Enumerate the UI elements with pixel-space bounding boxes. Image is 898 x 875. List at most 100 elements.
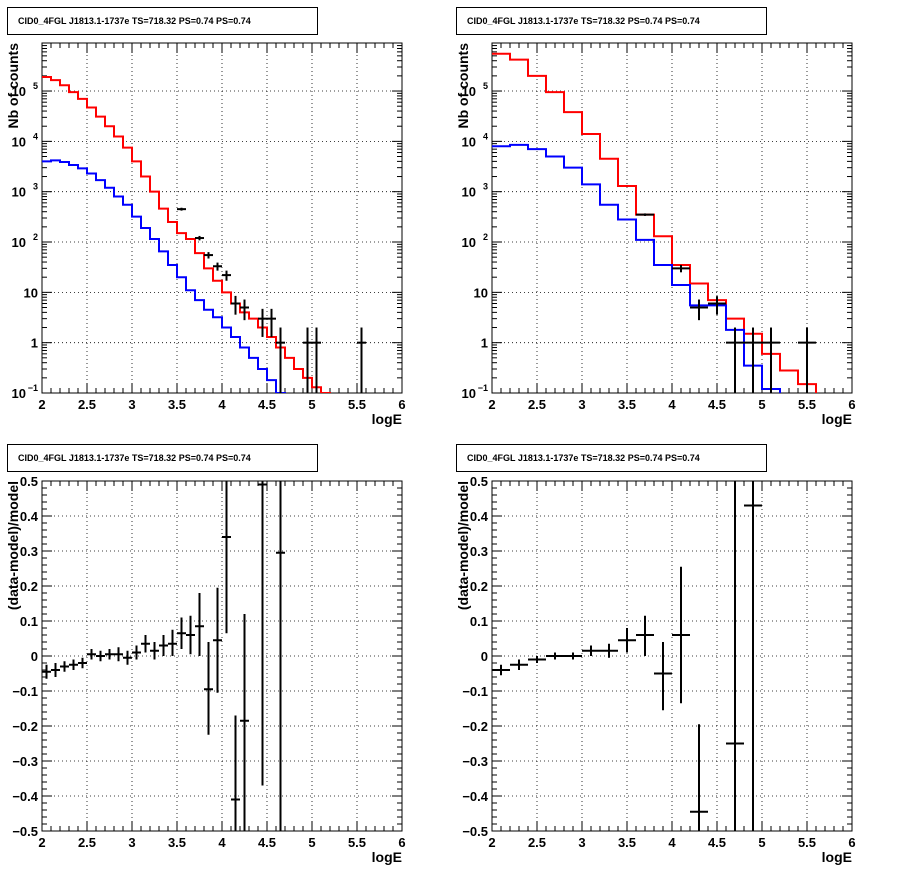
data-point bbox=[96, 650, 105, 662]
series-step-line-2 bbox=[492, 143, 781, 393]
series-step-line-1 bbox=[492, 52, 817, 393]
y-tick-label: 0.3 bbox=[20, 544, 38, 559]
x-tick-label: 4 bbox=[218, 835, 226, 850]
x-tick-label: 6 bbox=[398, 835, 405, 850]
x-axis-label: logE bbox=[372, 849, 402, 865]
grid-lines bbox=[492, 43, 852, 393]
x-tick-label: 4 bbox=[668, 835, 676, 850]
grid-lines bbox=[42, 43, 402, 393]
x-tick-label: 3.5 bbox=[168, 835, 186, 850]
y-tick-label: −0.4 bbox=[462, 789, 488, 804]
y-tick-label: 0 bbox=[31, 649, 38, 664]
data-layer bbox=[492, 481, 762, 831]
data-layer bbox=[42, 481, 285, 831]
data-point bbox=[222, 270, 231, 281]
data-point bbox=[654, 642, 672, 711]
x-tick-label: 5 bbox=[308, 835, 315, 850]
data-point bbox=[105, 649, 114, 660]
x-tick-label: 2.5 bbox=[78, 397, 96, 412]
data-point bbox=[222, 481, 231, 634]
data-point bbox=[690, 724, 708, 831]
data-point bbox=[492, 664, 510, 676]
data-point bbox=[744, 481, 762, 831]
data-point bbox=[42, 664, 51, 679]
y-tick-exponent: 2 bbox=[33, 232, 38, 242]
x-tick-label: 6 bbox=[848, 397, 855, 412]
data-point bbox=[528, 656, 546, 663]
data-point bbox=[690, 299, 708, 321]
y-tick-label: −0.5 bbox=[12, 824, 38, 839]
y-tick-label: 10 bbox=[12, 185, 26, 200]
y-tick-label: 10 bbox=[12, 84, 26, 99]
y-tick-exponent: 4 bbox=[483, 131, 488, 141]
chart-panel-2: CID0_4FGL J1813.1-1737e TS=718.32 PS=0.7… bbox=[455, 7, 856, 427]
data-point bbox=[51, 663, 60, 677]
data-point bbox=[231, 295, 240, 315]
x-tick-label: 3 bbox=[128, 397, 135, 412]
y-tick-label: −0.3 bbox=[12, 754, 38, 769]
data-point bbox=[726, 481, 744, 831]
data-point bbox=[204, 642, 213, 735]
x-tick-label: 4.5 bbox=[708, 835, 726, 850]
data-point bbox=[357, 327, 366, 393]
x-tick-label: 3 bbox=[128, 835, 135, 850]
y-axis-label: Nb of counts bbox=[5, 43, 21, 129]
x-tick-label: 3 bbox=[578, 835, 585, 850]
data-point bbox=[195, 235, 204, 241]
data-point bbox=[204, 252, 213, 259]
y-tick-label: 0.2 bbox=[470, 579, 488, 594]
data-point bbox=[303, 327, 312, 393]
chart-panel-1: CID0_4FGL J1813.1-1737e TS=718.32 PS=0.7… bbox=[5, 7, 406, 427]
x-tick-label: 4.5 bbox=[258, 835, 276, 850]
x-tick-label: 2.5 bbox=[78, 835, 96, 850]
y-tick-label: 10 bbox=[474, 285, 488, 300]
data-point bbox=[672, 264, 690, 273]
x-tick-label: 6 bbox=[848, 835, 855, 850]
chart-title: CID0_4FGL J1813.1-1737e TS=718.32 PS=0.7… bbox=[467, 16, 700, 26]
y-tick-label: 0.1 bbox=[470, 614, 488, 629]
x-axis-label: logE bbox=[372, 411, 402, 427]
x-tick-label: 3.5 bbox=[168, 397, 186, 412]
y-tick-label: 10 bbox=[462, 185, 476, 200]
title-box bbox=[7, 444, 318, 472]
data-point bbox=[150, 642, 159, 660]
series-step-line-2 bbox=[42, 159, 286, 393]
y-tick-label: −0.5 bbox=[462, 824, 488, 839]
data-point bbox=[312, 327, 321, 393]
data-point bbox=[762, 327, 780, 393]
y-tick-exponent: 3 bbox=[33, 182, 38, 192]
y-tick-label: 0.5 bbox=[470, 474, 488, 489]
data-point bbox=[276, 481, 285, 831]
title-box bbox=[7, 7, 318, 35]
grid-lines bbox=[42, 481, 402, 831]
y-axis-label: (data-model)/model bbox=[455, 481, 471, 610]
y-tick-label: 10 bbox=[12, 235, 26, 250]
x-tick-label: 3 bbox=[578, 397, 585, 412]
data-point bbox=[510, 659, 528, 670]
data-point bbox=[114, 647, 123, 662]
y-tick-label: −0.2 bbox=[12, 719, 38, 734]
y-tick-label: 1 bbox=[481, 336, 488, 351]
series-step-line-1 bbox=[42, 76, 331, 393]
grid-lines bbox=[492, 481, 852, 831]
x-tick-label: 2 bbox=[38, 397, 45, 412]
y-tick-label: 0.5 bbox=[20, 474, 38, 489]
data-point bbox=[60, 661, 69, 672]
y-tick-label: 10 bbox=[462, 386, 476, 401]
data-point bbox=[267, 308, 276, 337]
data-point bbox=[636, 213, 654, 216]
data-point bbox=[726, 327, 744, 393]
data-layer bbox=[492, 52, 817, 393]
chart-title: CID0_4FGL J1813.1-1737e TS=718.32 PS=0.7… bbox=[467, 453, 700, 463]
data-point bbox=[231, 715, 240, 831]
data-point bbox=[744, 327, 762, 393]
data-point bbox=[87, 649, 96, 660]
data-point bbox=[636, 615, 654, 656]
y-tick-label: 0.4 bbox=[470, 509, 489, 524]
data-point bbox=[240, 614, 249, 831]
y-tick-label: −0.4 bbox=[12, 789, 38, 804]
y-tick-exponent: 3 bbox=[483, 182, 488, 192]
data-point bbox=[672, 566, 690, 704]
